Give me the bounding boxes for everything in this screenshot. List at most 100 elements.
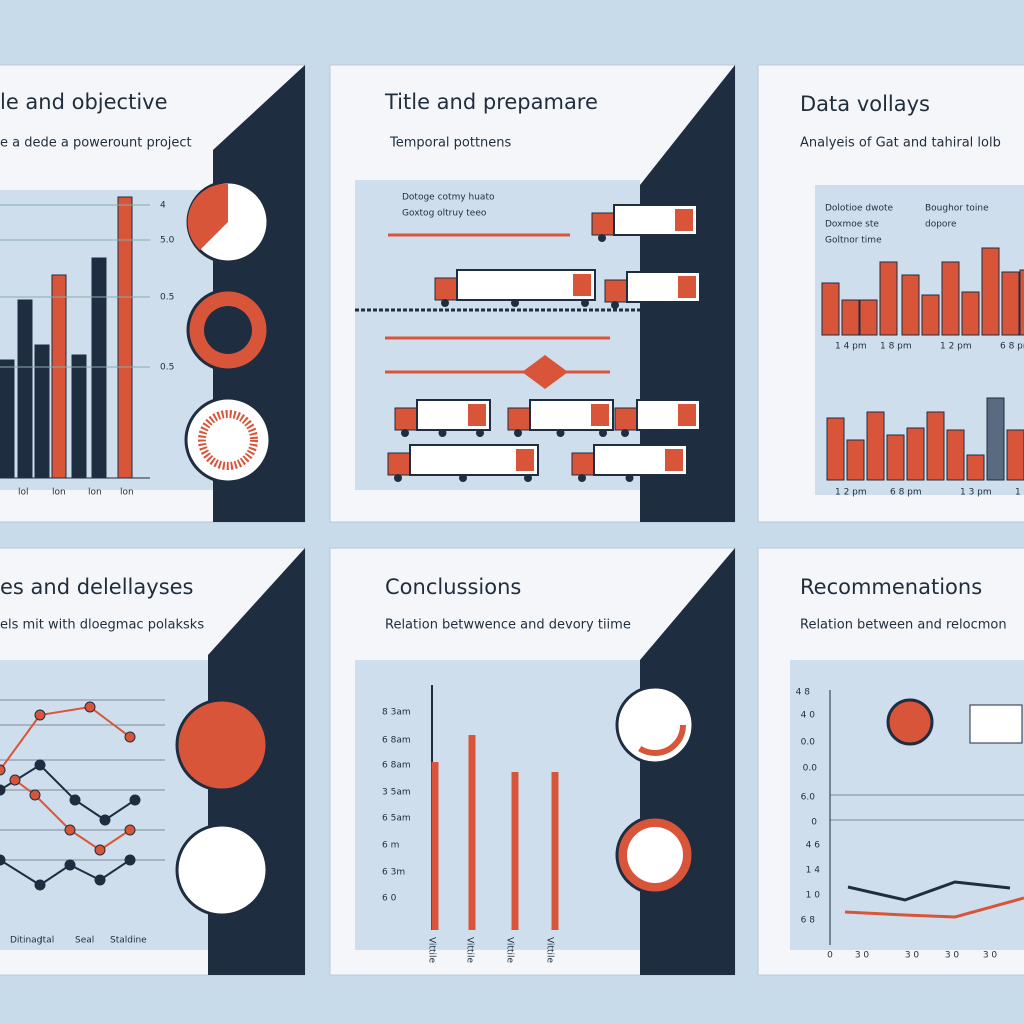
- bar: [117, 196, 133, 479]
- wheel: [683, 234, 691, 242]
- truck-stripe: [678, 404, 696, 426]
- wheel: [524, 474, 532, 482]
- label: Goxtog oltruy teeo: [402, 209, 487, 219]
- label: 3 0: [945, 951, 960, 961]
- note: [969, 704, 1023, 744]
- wheel: [648, 301, 657, 309]
- label: 1 3 pm: [960, 488, 992, 498]
- point: [29, 789, 41, 801]
- truck-stripe: [573, 274, 591, 296]
- dial-fill: [187, 183, 228, 250]
- label: 6 5am: [382, 814, 411, 824]
- bar: [859, 299, 878, 336]
- label: 5.0: [160, 236, 175, 246]
- label: 6 8 pm: [890, 488, 922, 498]
- slide-title: Data vollays: [800, 92, 930, 116]
- label: 4 6: [806, 841, 821, 851]
- slide-title: le and objective: [0, 90, 168, 114]
- slide-subtitle: els mit with dloegmac polaksks: [0, 618, 204, 633]
- label: 3 0: [983, 951, 998, 961]
- wheel: [441, 299, 449, 307]
- truck-stripe: [665, 449, 683, 471]
- bar: [17, 299, 33, 479]
- truck-cab: [591, 212, 615, 236]
- bar: [906, 427, 925, 481]
- wheel: [621, 429, 629, 437]
- point: [64, 859, 76, 871]
- line: [844, 896, 1024, 919]
- point: [124, 854, 136, 866]
- truck-box: [456, 269, 596, 301]
- label: Vittile: [545, 937, 555, 964]
- dial: [175, 698, 269, 792]
- point: [0, 784, 6, 796]
- label: Vittile: [465, 937, 475, 964]
- label: Vittile: [505, 937, 515, 964]
- label: Dolotioe dwote: [825, 204, 893, 214]
- bar: [841, 299, 860, 336]
- point: [99, 814, 111, 826]
- truck-cab: [614, 407, 638, 431]
- bar: [966, 454, 985, 481]
- slide-subtitle: Analyeis of Gat and tahiral lolb: [800, 136, 1001, 151]
- slide-title: es and delellayses: [0, 575, 194, 599]
- label: 8 3am: [382, 708, 411, 718]
- bar: [1001, 271, 1020, 336]
- label: 6 8 pm: [1000, 342, 1024, 352]
- point: [129, 794, 141, 806]
- label: 1 4: [806, 866, 821, 876]
- label: 0.5: [160, 363, 174, 373]
- point: [69, 794, 81, 806]
- wheel: [598, 234, 606, 242]
- label: 4 0: [801, 711, 816, 721]
- line: [847, 880, 1011, 902]
- wheel: [556, 429, 565, 437]
- dial: [175, 823, 269, 917]
- label: 3 0: [855, 951, 870, 961]
- point: [0, 764, 6, 776]
- line: [0, 705, 131, 771]
- content-area: [355, 660, 640, 950]
- point: [94, 844, 106, 856]
- point: [34, 759, 46, 771]
- wheel: [599, 429, 607, 437]
- label: Dotoge cotmy huato: [402, 193, 495, 203]
- truck-cab: [571, 452, 595, 476]
- label: lon: [120, 488, 134, 498]
- label: 6.0: [801, 793, 816, 803]
- label: 4 8: [796, 688, 811, 698]
- bar: [981, 247, 1000, 336]
- point: [34, 709, 46, 721]
- slide-subtitle: Relation betwwence and devory tiime: [385, 618, 631, 633]
- label: Boughor toine: [925, 204, 989, 214]
- truck-cab: [434, 277, 458, 301]
- truck-stripe: [675, 209, 693, 231]
- ring: [624, 694, 686, 756]
- wheel: [625, 474, 634, 482]
- label: Vittile: [427, 937, 437, 964]
- point: [0, 854, 6, 866]
- label: Staldine: [110, 936, 147, 946]
- label: 1 0: [806, 891, 821, 901]
- wheel: [514, 429, 522, 437]
- bar: [71, 354, 87, 479]
- diamond: [522, 355, 568, 389]
- label: Doxmoe ste: [825, 220, 879, 230]
- wheel: [578, 474, 586, 482]
- point: [64, 824, 76, 836]
- wheel: [476, 429, 484, 437]
- label: dopore: [925, 220, 957, 230]
- point: [9, 774, 21, 786]
- label: lol: [18, 488, 29, 498]
- label: 3 0: [905, 951, 920, 961]
- bar: [879, 261, 898, 336]
- slide-title: Title and prepamare: [384, 90, 598, 114]
- label: 1 2 pm: [940, 342, 972, 352]
- wheel: [640, 234, 649, 242]
- bar: [1006, 429, 1024, 481]
- bar: [961, 291, 980, 336]
- bar: [1019, 269, 1024, 336]
- label: Ditinag: [10, 936, 42, 946]
